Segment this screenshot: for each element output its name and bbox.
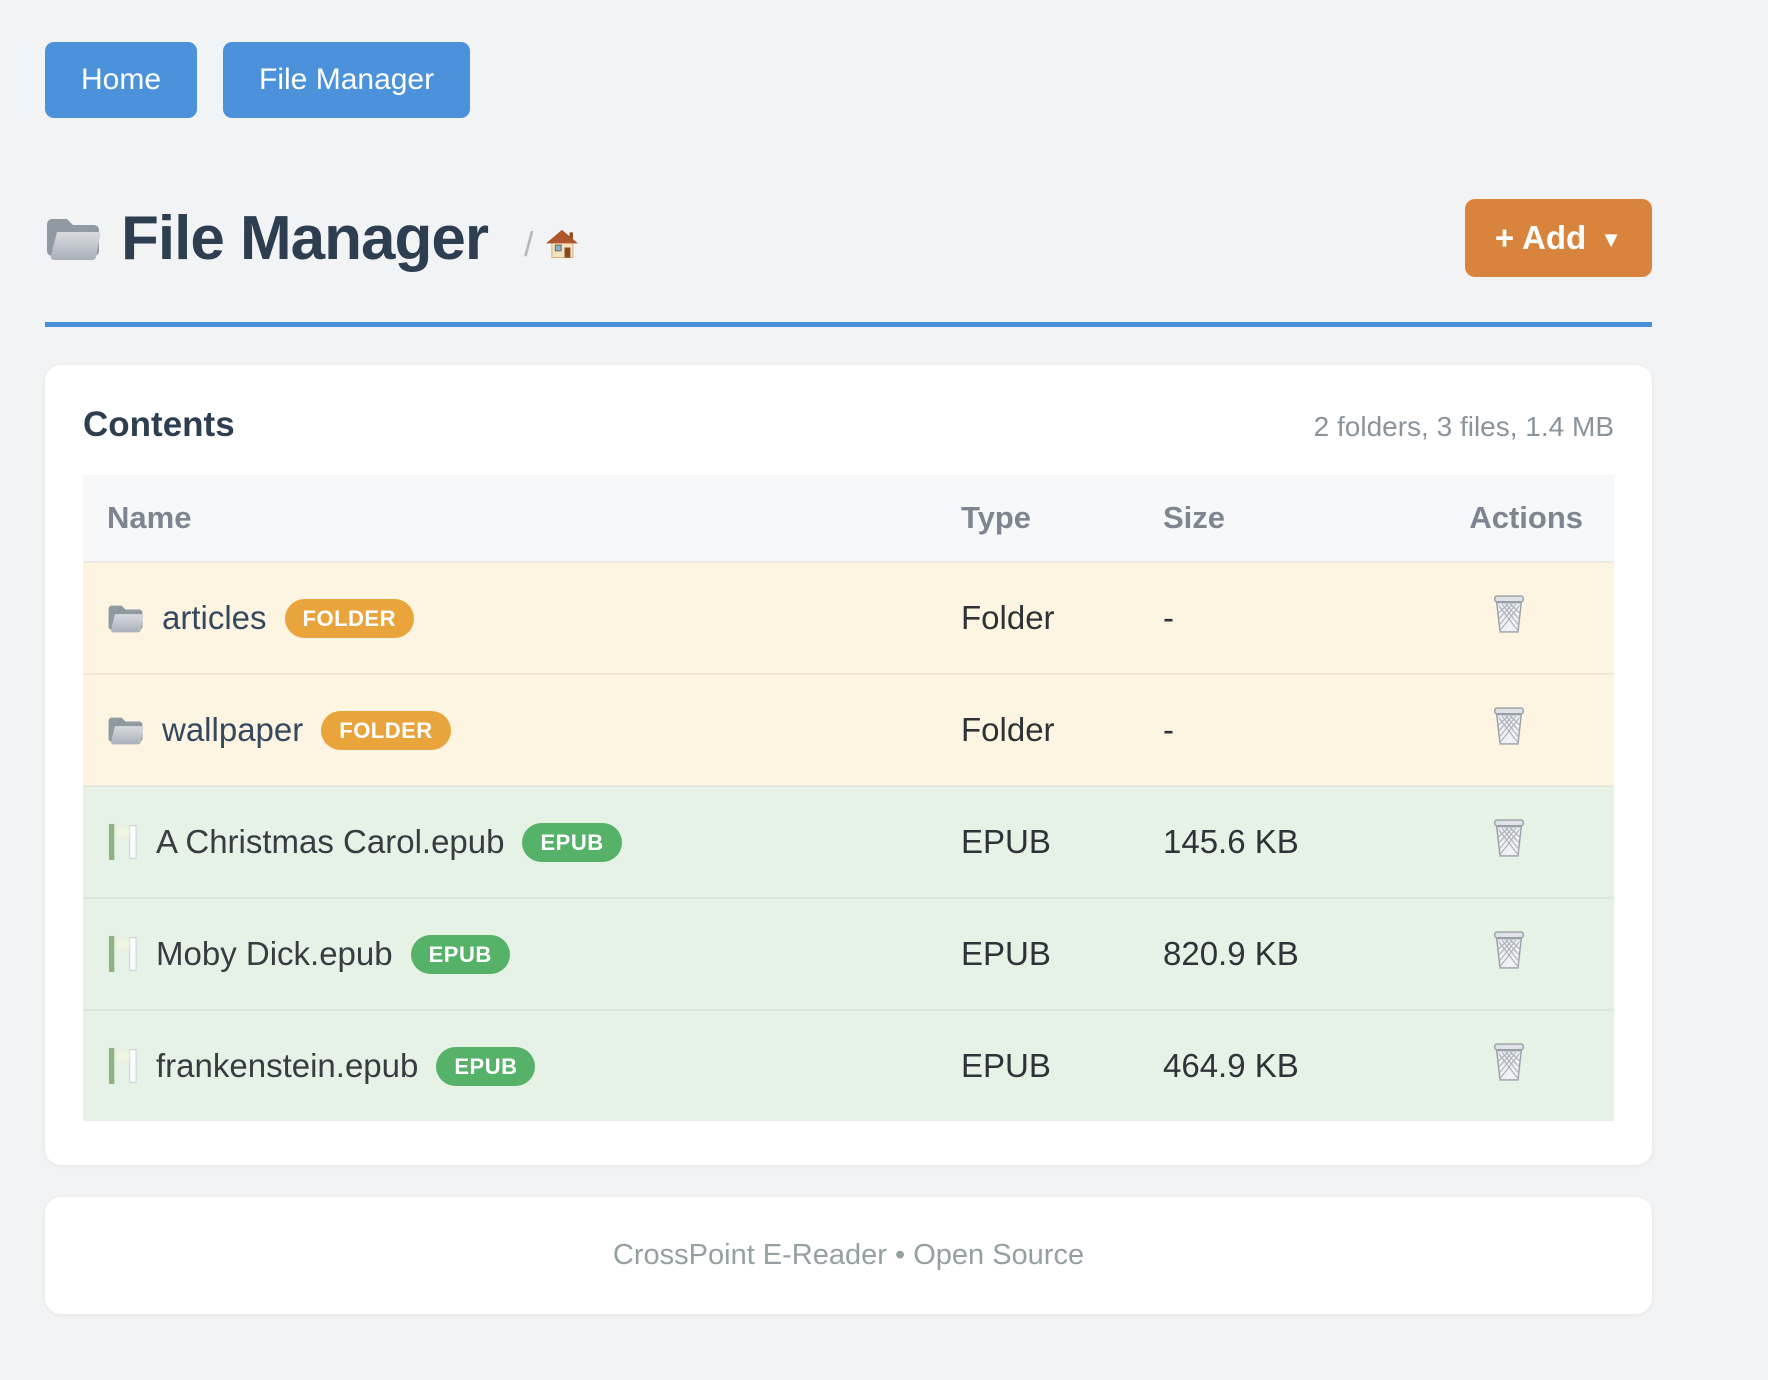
footer: CrossPoint E-Reader • Open Source xyxy=(45,1197,1652,1314)
type-cell: EPUB xyxy=(961,823,1051,860)
delete-button[interactable] xyxy=(1492,818,1526,858)
column-header-type: Type xyxy=(937,475,1139,562)
page-title: File Manager xyxy=(121,203,489,273)
nav-home-button[interactable]: Home xyxy=(45,42,198,118)
type-badge: EPUB xyxy=(522,822,622,862)
contents-card-header: Contents 2 folders, 3 files, 1.4 MB xyxy=(83,405,1614,445)
table-row: wallpaper FOLDER Folder - xyxy=(83,674,1614,786)
add-button-label: + Add xyxy=(1494,219,1587,256)
type-badge: FOLDER xyxy=(321,710,451,750)
green-book-icon xyxy=(107,1047,138,1085)
column-header-name: Name xyxy=(83,475,937,562)
add-button[interactable]: + Add ▼ xyxy=(1464,199,1652,277)
trash-icon xyxy=(1492,930,1526,970)
column-header-size: Size xyxy=(1139,475,1399,562)
breadcrumb: / xyxy=(524,226,579,265)
table-row: articles FOLDER Folder - xyxy=(83,562,1614,674)
file-name-link[interactable]: frankenstein.epub xyxy=(156,1047,419,1084)
type-badge: FOLDER xyxy=(284,598,414,638)
green-book-icon xyxy=(107,823,138,861)
file-name-link[interactable]: A Christmas Carol.epub xyxy=(156,823,505,860)
contents-card: Contents 2 folders, 3 files, 1.4 MB Name… xyxy=(45,365,1652,1165)
type-badge: EPUB xyxy=(436,1046,536,1086)
page: Home File Manager File Manager / xyxy=(45,42,1652,1314)
file-name-link[interactable]: Moby Dick.epub xyxy=(156,935,393,972)
trash-icon xyxy=(1492,594,1526,634)
chevron-down-icon: ▼ xyxy=(1600,227,1622,252)
delete-button[interactable] xyxy=(1492,1042,1526,1082)
size-cell: - xyxy=(1163,711,1174,748)
contents-title: Contents xyxy=(83,405,235,444)
footer-text: CrossPoint E-Reader • Open Source xyxy=(612,1239,1085,1271)
title-wrap: File Manager / xyxy=(45,203,579,274)
green-book-icon xyxy=(107,935,138,973)
type-cell: EPUB xyxy=(961,1047,1051,1084)
table-row: Moby Dick.epub EPUB EPUB 820.9 KB xyxy=(83,898,1614,1010)
trash-icon xyxy=(1492,706,1526,746)
type-badge: EPUB xyxy=(410,934,510,974)
delete-button[interactable] xyxy=(1492,706,1526,746)
size-cell: - xyxy=(1163,599,1174,636)
size-cell: 820.9 KB xyxy=(1163,935,1299,972)
size-cell: 464.9 KB xyxy=(1163,1047,1299,1084)
type-cell: EPUB xyxy=(961,935,1051,972)
table-row: frankenstein.epub EPUB EPUB 464.9 KB xyxy=(83,1010,1614,1121)
top-nav: Home File Manager xyxy=(45,42,1652,118)
folder-icon xyxy=(107,603,144,633)
file-name-link[interactable]: articles xyxy=(162,599,267,636)
column-header-actions: Actions xyxy=(1399,475,1614,562)
header-divider xyxy=(45,322,1652,327)
table-row: A Christmas Carol.epub EPUB EPUB 145.6 K… xyxy=(83,786,1614,898)
folder-icon xyxy=(45,215,101,261)
trash-icon xyxy=(1492,818,1526,858)
type-cell: Folder xyxy=(961,711,1055,748)
delete-button[interactable] xyxy=(1492,594,1526,634)
folder-icon xyxy=(107,715,144,745)
contents-summary: 2 folders, 3 files, 1.4 MB xyxy=(1313,411,1614,442)
home-icon[interactable] xyxy=(545,229,579,261)
delete-button[interactable] xyxy=(1492,930,1526,970)
size-cell: 145.6 KB xyxy=(1163,823,1299,860)
nav-file-manager-button[interactable]: File Manager xyxy=(223,42,471,118)
page-header: File Manager / + Add ▼ xyxy=(45,190,1652,286)
table-header-row: Name Type Size Actions xyxy=(83,475,1614,562)
file-name-link[interactable]: wallpaper xyxy=(162,711,304,748)
trash-icon xyxy=(1492,1042,1526,1082)
file-table: Name Type Size Actions xyxy=(83,475,1614,1121)
type-cell: Folder xyxy=(961,599,1055,636)
breadcrumb-separator: / xyxy=(524,225,534,264)
